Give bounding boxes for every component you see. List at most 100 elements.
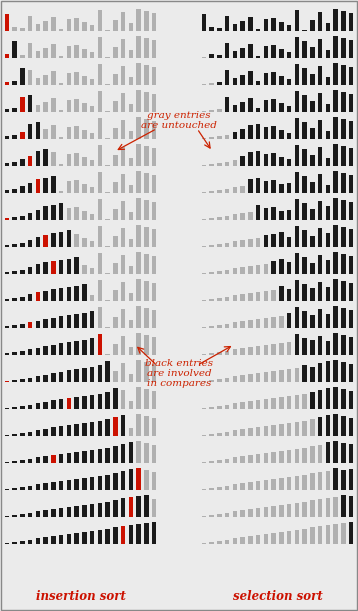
Bar: [121, 12, 125, 31]
Bar: [113, 20, 117, 31]
Bar: [51, 536, 55, 544]
Bar: [303, 284, 307, 301]
Bar: [256, 454, 260, 463]
Bar: [51, 233, 55, 247]
Bar: [136, 496, 141, 517]
Bar: [287, 183, 291, 193]
Bar: [326, 260, 330, 274]
Bar: [90, 106, 94, 112]
Bar: [90, 338, 94, 355]
Bar: [67, 73, 71, 85]
Bar: [202, 300, 206, 301]
Bar: [248, 240, 252, 247]
Bar: [349, 364, 353, 382]
Bar: [349, 419, 353, 436]
Bar: [318, 66, 322, 85]
Bar: [36, 321, 40, 328]
Bar: [334, 63, 338, 85]
Bar: [217, 27, 222, 31]
Bar: [295, 199, 299, 220]
Bar: [28, 540, 32, 544]
Bar: [13, 42, 17, 58]
Bar: [264, 73, 268, 85]
Bar: [28, 70, 32, 85]
Bar: [121, 471, 125, 490]
Bar: [98, 530, 102, 544]
Bar: [303, 177, 307, 193]
Bar: [28, 378, 32, 382]
Bar: [144, 470, 149, 490]
Bar: [287, 262, 291, 274]
Bar: [20, 27, 24, 31]
Bar: [295, 91, 299, 112]
Bar: [74, 234, 79, 247]
Bar: [59, 343, 63, 355]
Bar: [295, 530, 299, 544]
Bar: [209, 191, 214, 193]
Bar: [248, 71, 252, 85]
Bar: [209, 245, 214, 247]
Bar: [326, 206, 330, 220]
Bar: [334, 279, 338, 301]
Bar: [129, 158, 133, 166]
Bar: [152, 284, 156, 301]
Bar: [152, 472, 156, 490]
Bar: [287, 423, 291, 436]
Bar: [98, 393, 102, 409]
Bar: [90, 241, 94, 247]
Bar: [217, 271, 222, 274]
Bar: [13, 26, 17, 31]
Bar: [129, 50, 133, 58]
Bar: [59, 82, 63, 85]
Bar: [36, 292, 40, 301]
Bar: [256, 29, 260, 31]
Bar: [13, 81, 17, 85]
Bar: [144, 443, 149, 463]
Bar: [295, 475, 299, 490]
Bar: [144, 362, 149, 382]
Bar: [264, 181, 268, 193]
Bar: [217, 244, 222, 247]
Bar: [13, 271, 17, 274]
Bar: [256, 346, 260, 355]
Bar: [43, 319, 48, 328]
Bar: [43, 178, 48, 193]
Bar: [287, 396, 291, 409]
Bar: [209, 272, 214, 274]
Bar: [248, 125, 252, 139]
Bar: [241, 403, 245, 409]
Bar: [303, 30, 307, 31]
Bar: [310, 182, 315, 193]
Bar: [233, 458, 237, 463]
Bar: [241, 483, 245, 490]
Bar: [152, 419, 156, 436]
Bar: [152, 229, 156, 247]
Bar: [59, 232, 63, 247]
Bar: [233, 78, 237, 85]
Bar: [5, 516, 9, 517]
Bar: [326, 104, 330, 112]
Bar: [295, 10, 299, 31]
Bar: [241, 213, 245, 220]
Bar: [129, 320, 133, 328]
Bar: [82, 451, 87, 463]
Bar: [264, 534, 268, 544]
Bar: [310, 236, 315, 247]
Bar: [271, 425, 276, 436]
Bar: [144, 92, 149, 112]
Bar: [256, 400, 260, 409]
Bar: [271, 398, 276, 409]
Bar: [279, 157, 284, 166]
Bar: [13, 134, 17, 139]
Bar: [264, 235, 268, 247]
Bar: [98, 226, 102, 247]
Bar: [113, 128, 117, 139]
Bar: [136, 387, 141, 409]
Bar: [5, 189, 9, 193]
Bar: [217, 433, 222, 436]
Bar: [202, 57, 206, 58]
Bar: [334, 306, 338, 328]
Bar: [334, 333, 338, 355]
Bar: [271, 533, 276, 544]
Bar: [43, 235, 48, 247]
